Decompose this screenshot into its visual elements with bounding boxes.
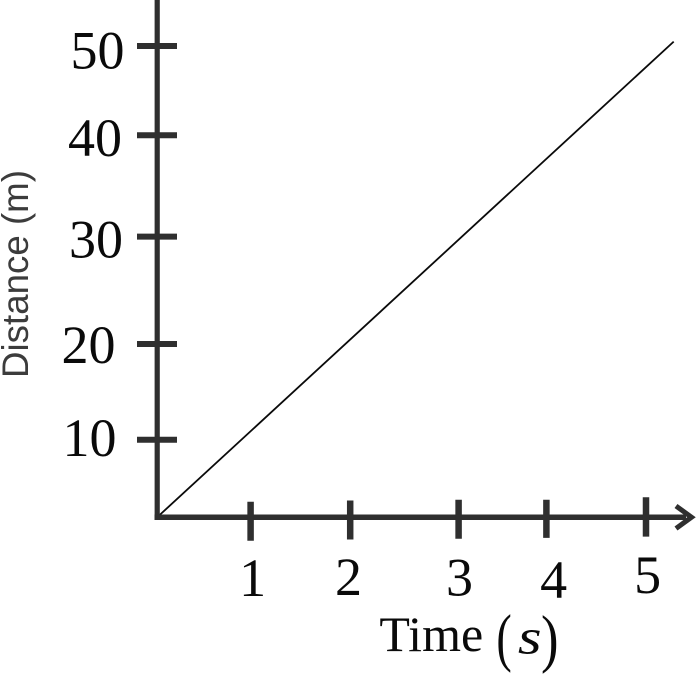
- svg-text:4: 4: [540, 550, 567, 610]
- svg-text:5: 5: [634, 545, 661, 605]
- svg-text:s: s: [518, 609, 542, 665]
- svg-text:Time: Time: [379, 606, 483, 662]
- svg-text:50: 50: [71, 21, 125, 81]
- svg-text:): ): [541, 602, 559, 675]
- svg-text:10: 10: [63, 408, 117, 468]
- svg-text:Distance (m): Distance (m): [0, 170, 36, 378]
- svg-text:(: (: [496, 602, 511, 673]
- svg-text:2: 2: [335, 547, 362, 607]
- svg-text:40: 40: [68, 108, 122, 168]
- svg-text:30: 30: [69, 209, 123, 269]
- svg-text:20: 20: [62, 315, 116, 375]
- svg-text:3: 3: [446, 548, 473, 608]
- svg-text:1: 1: [239, 548, 266, 608]
